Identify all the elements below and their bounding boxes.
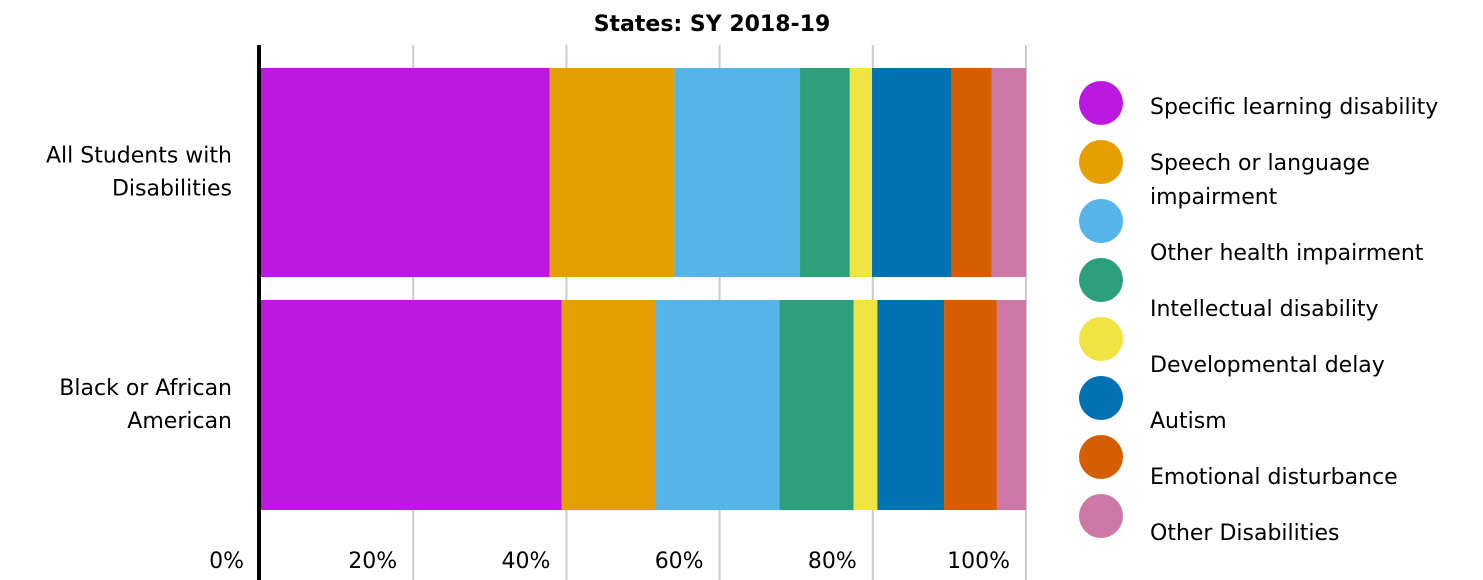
bar-segment: [872, 68, 952, 277]
bar-segment: [260, 300, 562, 510]
bar-segment: [877, 300, 945, 510]
bar-segment: [260, 68, 550, 277]
x-tick-label: 40%: [501, 549, 550, 574]
legend-label: Other health impairment: [1150, 241, 1424, 266]
y-tick-label: Black or African American: [59, 376, 232, 434]
legend-swatch: [1079, 435, 1123, 479]
legend-label: Speech or language impairment: [1150, 151, 1370, 210]
bar-segment: [561, 300, 657, 510]
bar-segment: [656, 300, 780, 510]
legend-label: Intellectual disability: [1150, 297, 1379, 322]
legend-swatch: [1079, 140, 1123, 184]
chart-title: States: SY 2018-19: [594, 12, 831, 37]
x-tick-label: 60%: [655, 549, 704, 574]
x-tick-label: 20%: [348, 549, 397, 574]
y-tick-label: All Students with Disabilities: [46, 144, 232, 202]
legend-swatch: [1079, 258, 1123, 302]
legend-swatch: [1079, 81, 1123, 125]
legend-swatch: [1079, 494, 1123, 538]
x-tick-label: 80%: [808, 549, 857, 574]
x-tick-label: 0%: [209, 549, 244, 574]
legend-swatch: [1079, 317, 1123, 361]
bar-segment: [944, 300, 997, 510]
legend-swatch: [1079, 199, 1123, 243]
bar-segment: [549, 68, 675, 277]
bar-segment: [849, 68, 873, 277]
legend-label: Developmental delay: [1150, 353, 1385, 378]
x-tick-label: 100%: [947, 549, 1010, 574]
legend-label: Other Disabilities: [1150, 521, 1340, 546]
legend-label: Specific learning disability: [1150, 95, 1438, 120]
legend-swatch: [1079, 376, 1123, 420]
bar-segment: [991, 68, 1026, 277]
bar-segment: [800, 68, 850, 277]
bar-segment: [996, 300, 1026, 510]
legend-label: Autism: [1150, 409, 1227, 434]
legend-label: Emotional disturbance: [1150, 465, 1398, 490]
bar-segment: [779, 300, 854, 510]
bar-segment: [951, 68, 992, 277]
bar-segment: [853, 300, 878, 510]
bar-segment: [674, 68, 801, 277]
